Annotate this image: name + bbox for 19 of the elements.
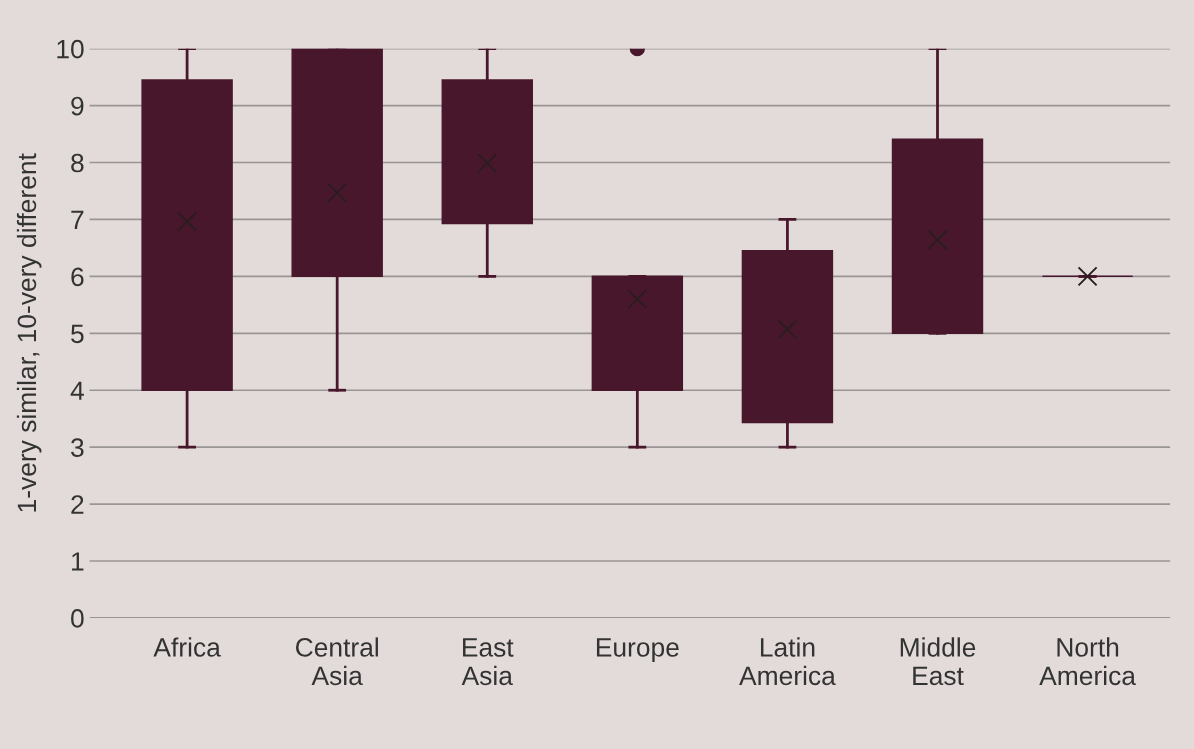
y-tick-label: 8 [71,153,84,173]
x-tick-label: North America [1039,637,1136,686]
y-tick-label: 10 [57,39,84,59]
y-tick-label: 1 [72,552,84,571]
y-tick-label: 4 [70,381,84,400]
x-tick-label: Europe [596,638,679,662]
y-tick-label: 2 [71,495,84,514]
y-tick-label: 7 [71,210,84,230]
y-tick-label: 3 [71,438,84,457]
y-tick-label: 5 [71,324,84,344]
x-tick-label: Central Asia [295,637,378,686]
x-tick-label: Middle East [900,637,976,686]
y-tick-label: 9 [71,96,84,116]
y-tick-label: 6 [71,267,84,287]
y-tick-label: 0 [71,609,84,628]
y-axis-title: 1-very similar, 10-very different [16,153,42,512]
x-tick-label: East Asia [461,638,514,686]
x-tick-label: Latin America [739,637,836,686]
x-tick-label: Africa [153,637,221,657]
